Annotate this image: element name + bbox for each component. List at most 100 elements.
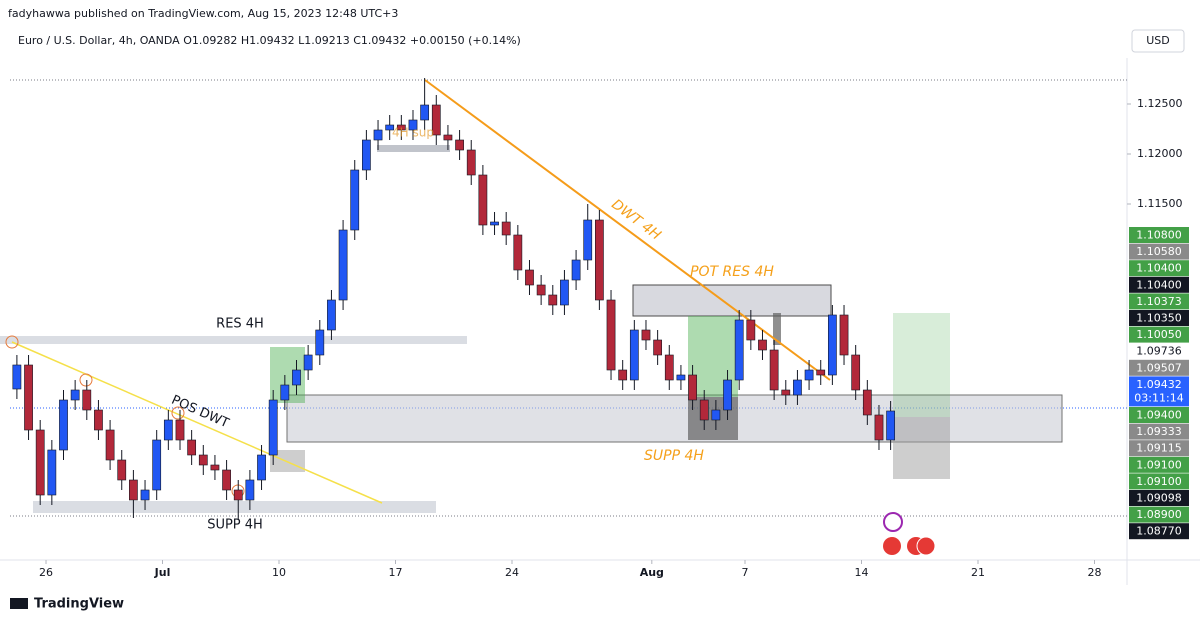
candle-body bbox=[548, 294, 558, 306]
long-stop bbox=[893, 417, 950, 479]
candle-body bbox=[233, 489, 243, 501]
candle-body bbox=[827, 314, 837, 376]
price-label-box bbox=[1129, 456, 1189, 473]
publisher: fadyhawwa published on TradingView.com, … bbox=[8, 7, 398, 20]
price-label: 1.09333 bbox=[1136, 425, 1182, 438]
candle-body bbox=[583, 219, 593, 261]
candle-body bbox=[466, 149, 476, 176]
candle-body bbox=[839, 314, 849, 356]
annotation: SUPP 4H bbox=[207, 518, 263, 533]
candles bbox=[12, 78, 896, 520]
candle-body bbox=[94, 409, 103, 431]
x-tick-label: 26 bbox=[39, 566, 53, 579]
pivot-circle bbox=[171, 406, 185, 420]
price-label: 1.10050 bbox=[1136, 328, 1182, 341]
currency[interactable]: USD bbox=[1146, 34, 1170, 47]
candle-body bbox=[851, 354, 861, 391]
price-label: 1.10800 bbox=[1136, 229, 1182, 242]
candle-body bbox=[12, 364, 22, 390]
price-label-box bbox=[1129, 473, 1189, 490]
event-icon[interactable] bbox=[883, 512, 903, 532]
candle-body bbox=[734, 319, 744, 381]
marker bbox=[773, 313, 781, 345]
candle-body bbox=[711, 409, 721, 421]
x-tick-label: 28 bbox=[1087, 566, 1101, 579]
price-label: 1.09400 bbox=[1136, 409, 1182, 422]
candle-body bbox=[222, 469, 231, 491]
candle-body bbox=[781, 389, 791, 396]
candle-body bbox=[571, 259, 581, 281]
candle-body bbox=[350, 169, 360, 231]
symbol-legend: Euro / U.S. Dollar, 4h, OANDA O1.09282 H… bbox=[18, 34, 521, 47]
annotation: SUPP 4H bbox=[644, 448, 704, 464]
candle-body bbox=[443, 134, 453, 141]
candle-body bbox=[793, 379, 802, 396]
candle-body bbox=[163, 419, 173, 441]
price-label-box bbox=[1129, 423, 1189, 440]
candle-body bbox=[490, 221, 499, 226]
event-icon[interactable] bbox=[883, 537, 901, 555]
candle-body bbox=[501, 221, 511, 236]
y-tick-label: 1.11500 bbox=[1137, 197, 1183, 210]
candle-body bbox=[664, 354, 674, 381]
price-label: 1.08900 bbox=[1136, 508, 1182, 521]
candle-body bbox=[525, 269, 534, 286]
long-target bbox=[893, 313, 950, 417]
candle-body bbox=[245, 479, 255, 501]
x-tick-label: 14 bbox=[855, 566, 869, 579]
candle-body bbox=[198, 454, 208, 466]
candle-body bbox=[117, 459, 127, 481]
candle-body bbox=[536, 284, 546, 296]
candle-body bbox=[874, 414, 884, 441]
candle-body bbox=[303, 354, 313, 371]
brand-logo bbox=[10, 598, 28, 609]
pivot-circle bbox=[5, 335, 19, 349]
candle-body bbox=[187, 439, 197, 456]
price-label-box bbox=[1129, 376, 1189, 407]
countdown: 03:11:14 bbox=[1134, 391, 1183, 404]
candle-body bbox=[140, 489, 150, 501]
candle-body bbox=[769, 349, 779, 391]
event-icons bbox=[883, 512, 936, 556]
candle-body bbox=[688, 374, 697, 401]
candle-body bbox=[292, 369, 301, 386]
price-label: 1.09432 bbox=[1136, 378, 1182, 391]
price-label-box bbox=[1129, 343, 1189, 360]
x-tick-label: 17 bbox=[389, 566, 403, 579]
event-icon[interactable] bbox=[916, 536, 936, 556]
candle-body bbox=[478, 174, 488, 226]
price-label-box bbox=[1129, 440, 1189, 457]
currency-button[interactable] bbox=[1131, 29, 1185, 53]
candle-body bbox=[408, 119, 418, 131]
candle-body bbox=[804, 369, 814, 381]
candle-body bbox=[641, 329, 651, 341]
price-label-box bbox=[1129, 359, 1189, 376]
candle-body bbox=[653, 339, 663, 356]
annotation: POT RES 4H bbox=[690, 264, 774, 280]
trend-line bbox=[424, 79, 831, 381]
candle-body bbox=[723, 379, 732, 411]
x-tick-label: 7 bbox=[742, 566, 749, 579]
candle-body bbox=[59, 399, 68, 451]
price-label: 1.09507 bbox=[1136, 361, 1182, 374]
candle-body bbox=[24, 364, 33, 431]
candle-body bbox=[455, 139, 464, 151]
candle-body bbox=[268, 399, 278, 456]
candle-body bbox=[606, 299, 616, 371]
price-label: 1.10400 bbox=[1136, 262, 1182, 275]
candle-body bbox=[129, 479, 138, 501]
x-tick-label: 10 bbox=[272, 566, 286, 579]
x-tick-label: Aug bbox=[640, 566, 664, 579]
price-label-box bbox=[1129, 506, 1189, 523]
candle-body bbox=[327, 299, 336, 331]
annotation: RES 4H bbox=[216, 317, 264, 332]
zone bbox=[33, 501, 436, 513]
candle-body bbox=[257, 454, 266, 481]
price-label-box bbox=[1129, 227, 1189, 243]
candle-body bbox=[595, 219, 604, 301]
price-label-box bbox=[1129, 293, 1189, 310]
candle-body bbox=[82, 389, 92, 411]
price-label: 1.10373 bbox=[1136, 295, 1182, 308]
price-label: 1.09100 bbox=[1136, 458, 1182, 471]
